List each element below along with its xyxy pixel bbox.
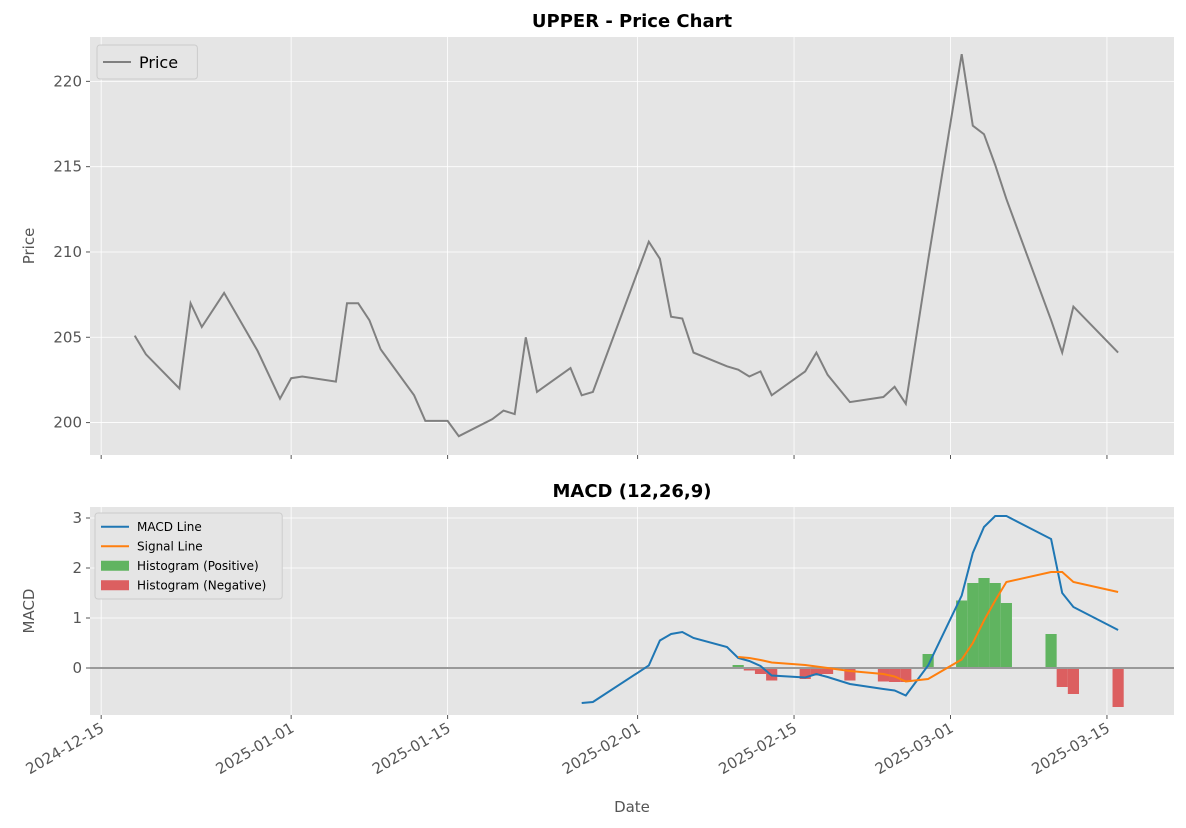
chart-title: UPPER - Price Chart xyxy=(532,11,733,32)
x-axis-label: Date xyxy=(614,798,650,816)
histogram-bar xyxy=(1056,668,1068,687)
data-line xyxy=(133,53,1119,438)
histogram-bar xyxy=(732,665,744,668)
histogram-bar xyxy=(799,668,811,679)
plot-area xyxy=(90,37,1174,455)
legend-label: Price xyxy=(139,53,178,72)
y-axis-label: Price xyxy=(20,228,38,265)
y-axis-label: MACD xyxy=(20,589,38,634)
histogram-bar xyxy=(956,600,968,668)
data-line xyxy=(581,515,1119,704)
y-tick-label: 205 xyxy=(53,328,82,346)
x-tick-label: 2024-12-15 xyxy=(23,719,108,778)
histogram-bar xyxy=(967,583,979,668)
data-line xyxy=(738,571,1119,683)
histogram-bar xyxy=(900,668,912,682)
x-tick-label: 2025-03-01 xyxy=(872,719,957,778)
x-tick-label: 2025-02-15 xyxy=(716,719,801,778)
legend-label: Histogram (Negative) xyxy=(137,579,266,593)
histogram-bar xyxy=(1045,634,1057,668)
histogram-bar xyxy=(1112,668,1124,707)
legend-box xyxy=(96,44,198,80)
histogram-bar xyxy=(844,668,856,681)
histogram-bar xyxy=(743,668,755,671)
legend-label: MACD Line xyxy=(137,520,202,534)
legend-label: Histogram (Positive) xyxy=(137,559,259,573)
legend-box xyxy=(94,512,283,600)
histogram-bar xyxy=(754,668,767,674)
y-tick-label: 215 xyxy=(53,158,82,176)
chart-title: MACD (12,26,9) xyxy=(552,481,711,502)
y-tick-label: 220 xyxy=(53,72,82,90)
y-tick-label: 2 xyxy=(72,559,82,577)
y-tick-label: 200 xyxy=(53,414,82,432)
histogram-bar xyxy=(889,668,901,682)
y-tick-label: 0 xyxy=(72,659,82,677)
y-tick-label: 3 xyxy=(72,509,82,527)
x-tick-label: 2025-01-15 xyxy=(369,719,454,778)
histogram-bar xyxy=(810,668,822,676)
y-tick-label: 210 xyxy=(53,243,82,261)
x-tick-label: 2025-03-15 xyxy=(1028,719,1113,778)
histogram-bar xyxy=(978,578,990,668)
histogram-bar xyxy=(1067,668,1080,694)
legend-label: Signal Line xyxy=(137,540,203,554)
histogram-bar xyxy=(821,668,834,674)
x-tick-label: 2025-02-01 xyxy=(559,719,644,778)
legend-swatch xyxy=(101,580,129,591)
x-tick-label: 2025-01-01 xyxy=(213,719,298,778)
histogram-bar xyxy=(989,583,1001,668)
legend-swatch xyxy=(101,560,129,571)
histogram-bar xyxy=(922,654,934,668)
y-tick-label: 1 xyxy=(72,609,82,627)
histogram-bar xyxy=(1000,603,1012,668)
